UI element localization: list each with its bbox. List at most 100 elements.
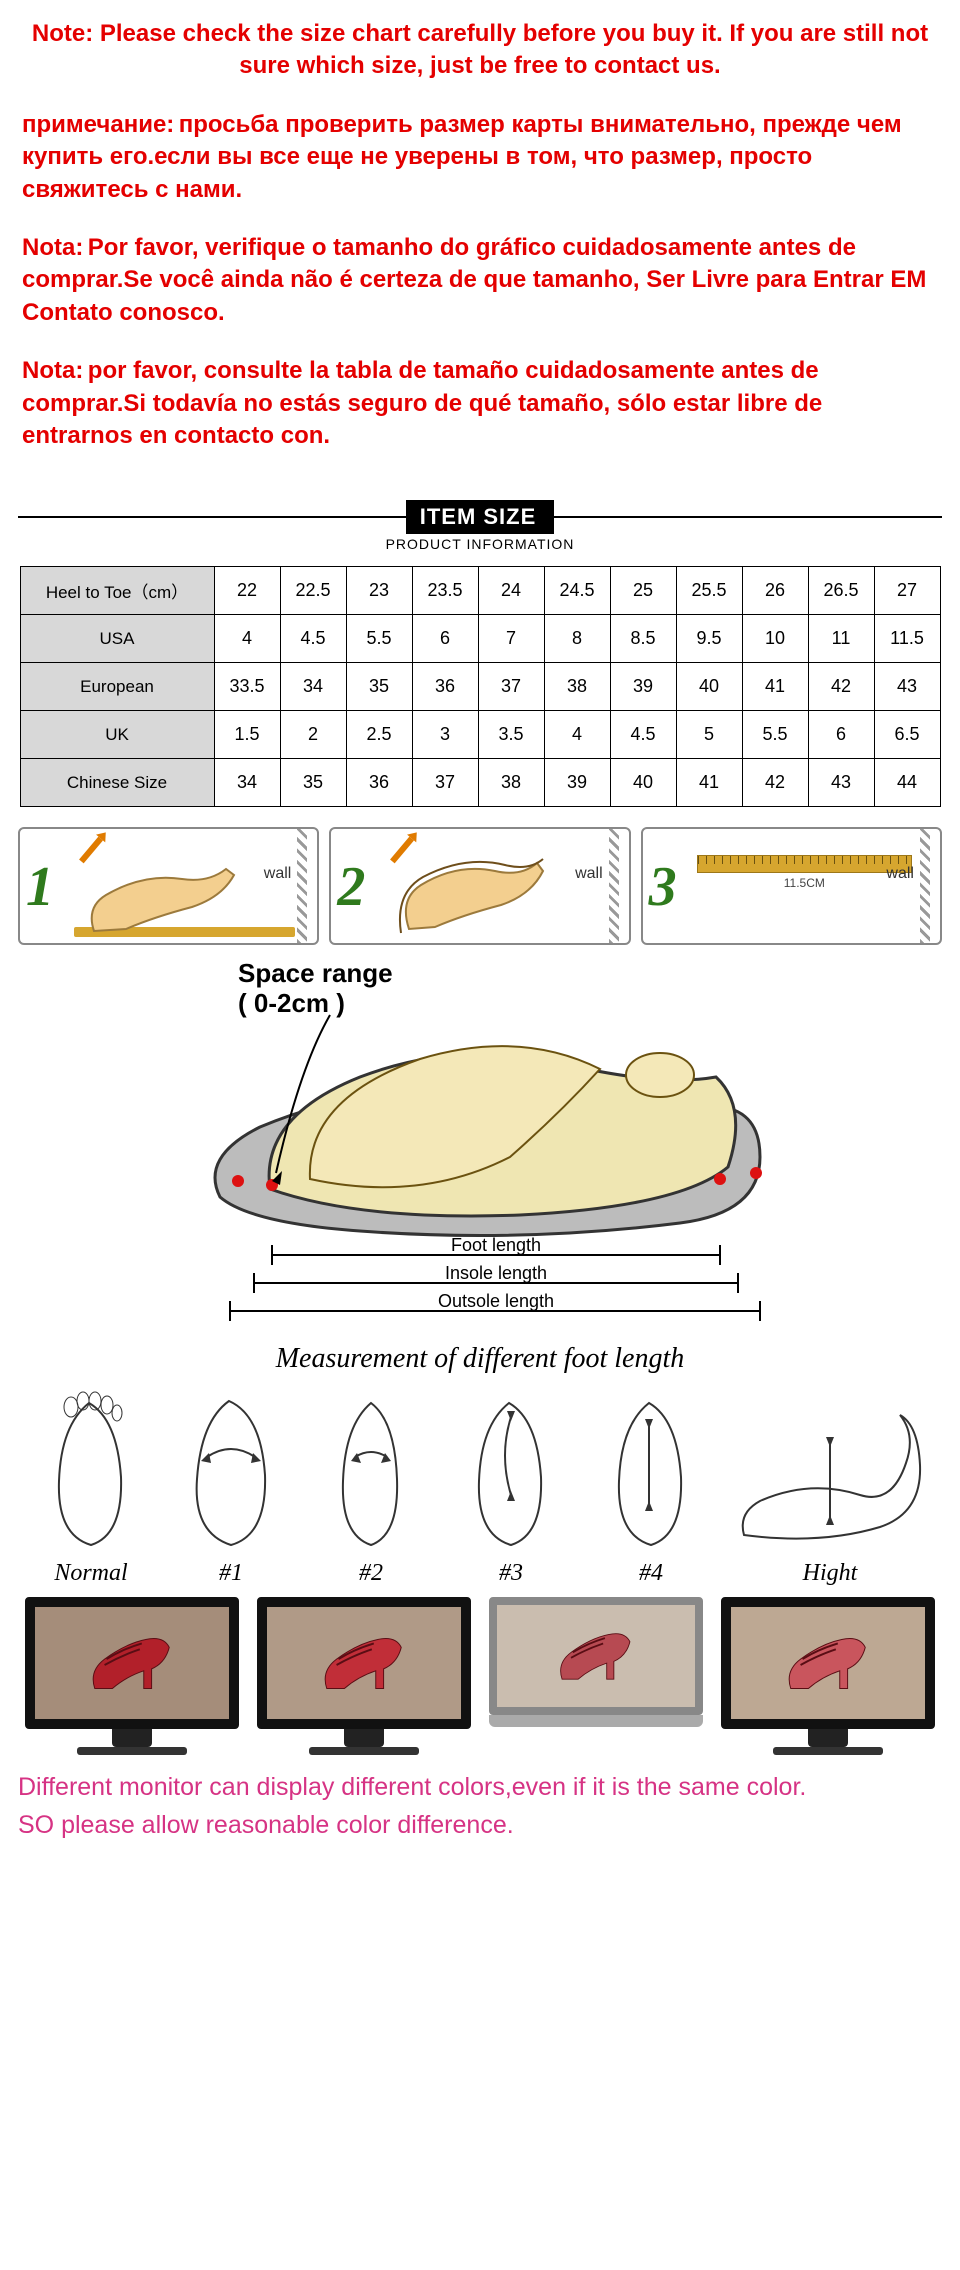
size-cell: 6.5 — [874, 711, 940, 759]
shoe-measurement-diagram: Space range ( 0-2cm ) Foot length Insole… — [160, 957, 800, 1375]
size-cell: 10 — [742, 615, 808, 663]
wall-icon — [297, 829, 307, 943]
foot-type-height: Hight — [725, 1385, 935, 1587]
foot-side-icon — [730, 1385, 930, 1553]
size-cell: 41 — [676, 759, 742, 807]
size-cell: 1.5 — [214, 711, 280, 759]
monitor-display — [25, 1597, 239, 1755]
foot-type-label: #2 — [305, 1560, 437, 1587]
size-cell: 5 — [676, 711, 742, 759]
wall-label: wall — [575, 865, 603, 883]
size-cell: 22 — [214, 567, 280, 615]
monitor-base — [309, 1747, 419, 1755]
note-es-label: Nota: — [22, 357, 83, 384]
laptop-base — [489, 1715, 703, 1727]
note-pt-label: Nota: — [22, 234, 83, 261]
foot-sketch-icon — [591, 1385, 711, 1553]
size-cell: 23.5 — [412, 567, 478, 615]
laptop-display — [489, 1597, 703, 1755]
monitor-display — [721, 1597, 935, 1755]
foot-type-4: #4 — [585, 1385, 717, 1587]
foot-type-row: Normal #1 #2 #3 #4 — [0, 1385, 960, 1587]
row-label: UK — [20, 711, 214, 759]
screen — [721, 1597, 935, 1729]
size-cell: 38 — [544, 663, 610, 711]
foot-type-label: Normal — [25, 1560, 157, 1587]
high-heel-icon — [527, 1617, 666, 1688]
size-cell: 41 — [742, 663, 808, 711]
row-label: European — [20, 663, 214, 711]
row-label: Chinese Size — [20, 759, 214, 807]
foot-type-label: #1 — [165, 1560, 297, 1587]
note-pt: Nota: Por favor, verifique o tamanho do … — [22, 232, 938, 329]
size-cell: 8 — [544, 615, 610, 663]
size-cell: 33.5 — [214, 663, 280, 711]
size-cell: 35 — [280, 759, 346, 807]
foot-type-1: #1 — [165, 1385, 297, 1587]
size-cell: 11.5 — [874, 615, 940, 663]
measurement-caption: Measurement of different foot length — [160, 1343, 800, 1375]
step-2: 2 wall — [329, 827, 630, 945]
size-cell: 3 — [412, 711, 478, 759]
disclaimer-line-2: SO please allow reasonable color differe… — [18, 1807, 942, 1845]
size-cell: 4 — [214, 615, 280, 663]
size-cell: 6 — [412, 615, 478, 663]
foot-sketch-icon — [451, 1385, 571, 1553]
insole-length-label: Insole length — [445, 1263, 547, 1283]
monitor-base — [773, 1747, 883, 1755]
size-cell: 36 — [412, 663, 478, 711]
monitor-comparison-row — [0, 1593, 960, 1761]
size-cell: 7 — [478, 615, 544, 663]
foot-type-normal: Normal — [25, 1385, 157, 1587]
size-cell: 36 — [346, 759, 412, 807]
size-cell: 39 — [544, 759, 610, 807]
size-cell: 6 — [808, 711, 874, 759]
wall-label: wall — [264, 865, 292, 883]
monitor-stand — [344, 1729, 384, 1747]
item-size-header: ITEM SIZE PRODUCT INFORMATION — [0, 498, 960, 552]
high-heel-icon — [296, 1620, 432, 1698]
note-es-body: por favor, consulte la tabla de tamaño c… — [22, 357, 822, 449]
ruler-icon: 11.5CM — [697, 855, 912, 873]
table-row: Chinese Size3435363738394041424344 — [20, 759, 940, 807]
note-pt-body: Por favor, verifique o tamanho do gráfic… — [22, 234, 926, 326]
screen — [257, 1597, 471, 1729]
foot-sketch-icon — [171, 1385, 291, 1553]
size-cell: 40 — [610, 759, 676, 807]
item-size-title: ITEM SIZE — [406, 500, 555, 534]
size-cell: 25 — [610, 567, 676, 615]
note-ru: примечание: просьба проверить размер кар… — [22, 109, 938, 206]
wall-icon — [920, 829, 930, 943]
size-cell: 25.5 — [676, 567, 742, 615]
foot-type-label: Hight — [725, 1560, 935, 1587]
monitor-display — [257, 1597, 471, 1755]
size-cell: 24.5 — [544, 567, 610, 615]
space-range-value: ( 0-2cm ) — [238, 988, 345, 1018]
screen — [489, 1597, 703, 1715]
size-cell: 2 — [280, 711, 346, 759]
size-cell: 37 — [478, 663, 544, 711]
row-label: USA — [20, 615, 214, 663]
size-chart-table: Heel to Toe（cm）2222.52323.52424.52525.52… — [20, 566, 941, 807]
size-cell: 40 — [676, 663, 742, 711]
size-cell: 11 — [808, 615, 874, 663]
size-cell: 38 — [478, 759, 544, 807]
space-range-label: Space range ( 0-2cm ) — [238, 959, 393, 1019]
foot-sketch-icon — [31, 1385, 151, 1553]
size-cell: 34 — [280, 663, 346, 711]
note-ru-label: примечание: — [22, 111, 174, 138]
size-cell: 4.5 — [610, 711, 676, 759]
outsole-length-label: Outsole length — [438, 1291, 554, 1311]
size-cell: 3.5 — [478, 711, 544, 759]
ruler-value: 11.5CM — [784, 876, 825, 890]
foot-length-label: Foot length — [451, 1235, 541, 1255]
size-cell: 43 — [808, 759, 874, 807]
note-en: Note: Please check the size chart carefu… — [22, 18, 938, 83]
foot-sketch-icon — [311, 1385, 431, 1553]
space-range-title: Space range — [238, 958, 393, 988]
table-row: Heel to Toe（cm）2222.52323.52424.52525.52… — [20, 567, 940, 615]
notes-section: Note: Please check the size chart carefu… — [0, 0, 960, 488]
size-cell: 26 — [742, 567, 808, 615]
row-label: Heel to Toe（cm） — [20, 567, 214, 615]
size-cell: 37 — [412, 759, 478, 807]
